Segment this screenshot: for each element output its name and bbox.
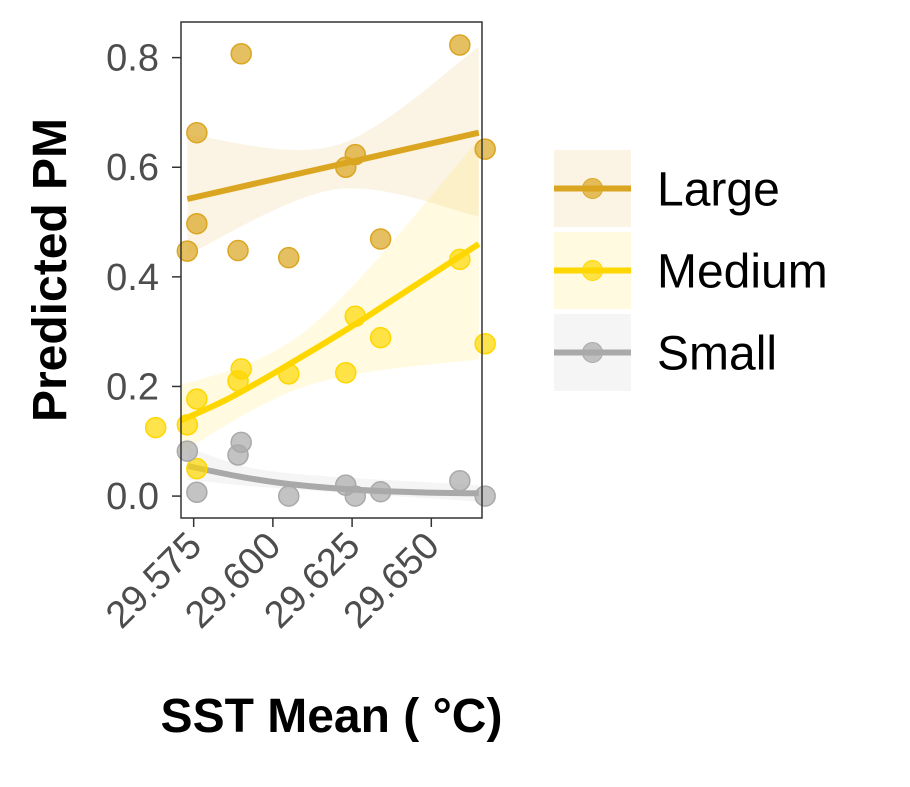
data-points (144, 34, 496, 507)
small-point-8 (369, 480, 392, 503)
legend-marker-large (582, 178, 603, 199)
large-point-8 (344, 143, 367, 166)
small-point-10 (474, 485, 496, 507)
large-point-10 (449, 34, 471, 56)
medium-confidence-band (181, 139, 479, 454)
legend: Large Medium Small (554, 150, 828, 391)
y-tick-label: 0.0 (106, 476, 159, 518)
medium-point-11 (449, 248, 471, 271)
small-confidence-band (187, 446, 479, 502)
y-tick-label: 0.8 (106, 38, 159, 80)
fit-lines (181, 129, 481, 497)
medium-fit-line (181, 241, 481, 424)
legend-label-small: Small (657, 328, 777, 381)
small-fit-line (186, 462, 479, 497)
small-point-9 (449, 469, 471, 492)
large-point-6 (277, 246, 300, 269)
large-point-2 (186, 121, 208, 144)
medium-point-9 (344, 305, 367, 328)
medium-point-3 (186, 457, 208, 480)
confidence-bands (181, 46, 479, 502)
medium-point-6 (230, 358, 252, 380)
large-point-4 (227, 239, 249, 262)
y-tick-label: 0.6 (106, 147, 159, 189)
y-tick-label: 0.4 (106, 257, 159, 299)
medium-point-8 (335, 362, 357, 384)
legend-label-large: Large (657, 164, 780, 217)
medium-point-1 (144, 416, 167, 439)
small-point-4 (230, 431, 252, 454)
large-point-5 (230, 43, 252, 65)
large-confidence-band (187, 46, 479, 255)
y-axis-title: Predicted PM (24, 118, 77, 422)
legend-label-medium: Medium (657, 246, 828, 299)
plot-panel-border (180, 21, 483, 519)
large-fit-line (186, 129, 480, 202)
x-axis-title: SST Mean ( °C) (161, 690, 503, 743)
large-point-11 (474, 138, 496, 160)
small-point-2 (186, 481, 208, 503)
medium-point-2 (176, 414, 199, 436)
y-tick-label: 0.2 (106, 366, 159, 408)
small-point-5 (277, 485, 300, 507)
legend-marker-medium (582, 260, 603, 281)
small-point-1 (176, 440, 199, 462)
large-point-1 (176, 240, 199, 262)
medium-point-12 (474, 332, 496, 355)
medium-point-10 (369, 326, 392, 349)
medium-point-7 (277, 363, 300, 385)
legend-marker-small (582, 342, 603, 363)
small-point-7 (344, 485, 367, 507)
large-point-9 (369, 228, 392, 250)
large-point-3 (186, 212, 208, 235)
medium-point-4 (186, 388, 208, 410)
